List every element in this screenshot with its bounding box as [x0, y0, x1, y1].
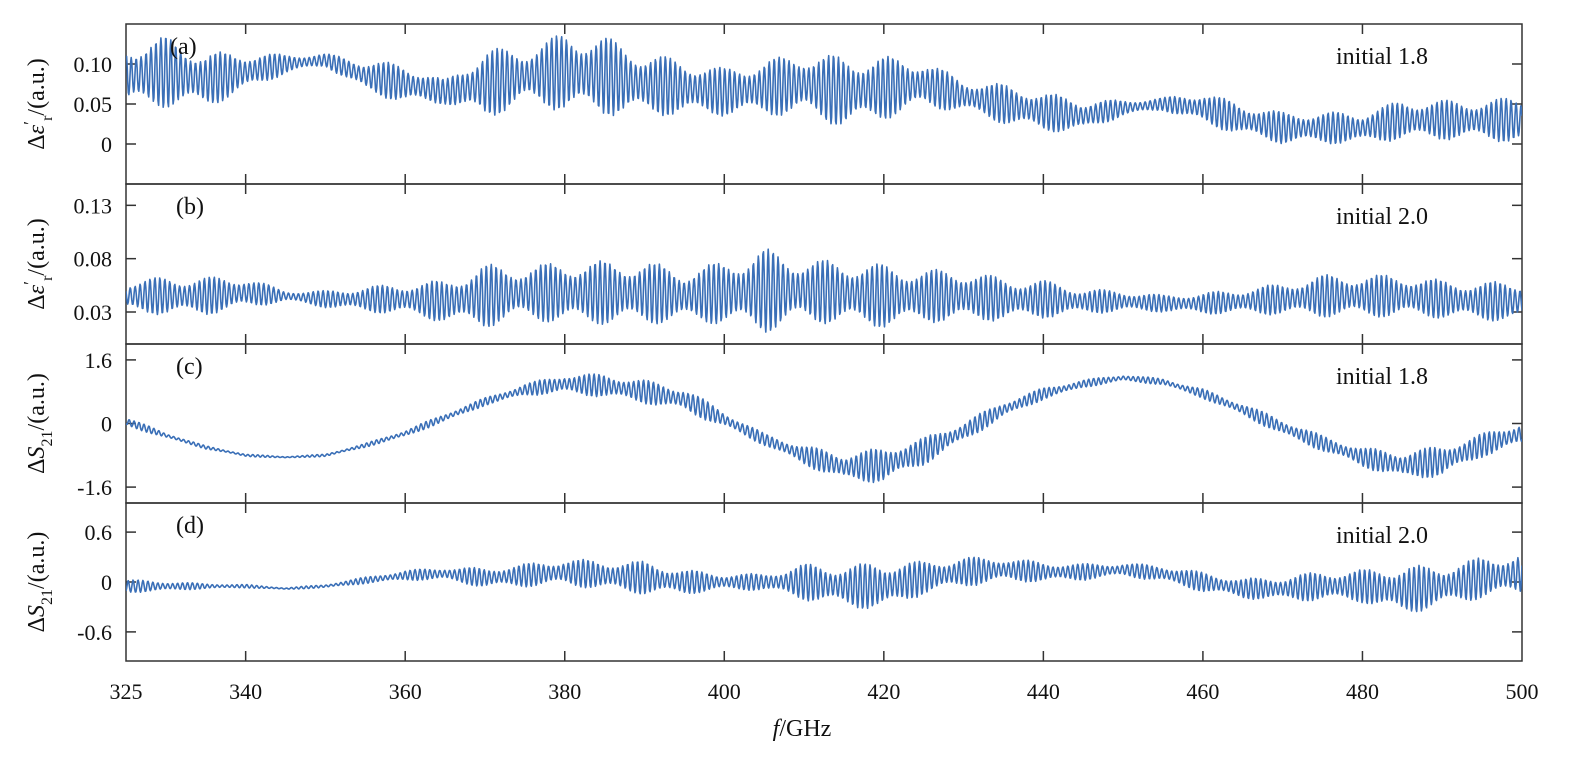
x-tick-label: 340 [229, 679, 262, 704]
y-label-symbol: ε [24, 124, 50, 134]
x-tick-label: 380 [548, 679, 581, 704]
y-label-subscript: 21 [39, 589, 56, 605]
y-tick-label: 0.08 [74, 247, 113, 272]
y-tick-label: 0.10 [74, 52, 113, 77]
y-label-subscript: 21 [39, 430, 56, 446]
y-tick-label: 0 [101, 412, 112, 437]
panel-label: (d) [176, 513, 204, 539]
panel-label: (a) [170, 34, 197, 60]
y-label-prefix: Δ [24, 617, 50, 632]
panel-b: 0.03 0.08 0.13 (b) initial 2.0 Δε′r/(a.u.) [20, 183, 1523, 345]
y-tick-label: -1.6 [77, 475, 112, 500]
y-tick-label: 0 [101, 570, 112, 595]
y-tick-label: 0 [101, 132, 112, 157]
y-label-subscript: r [39, 275, 56, 281]
y-label-prefix: Δ [24, 134, 50, 149]
panel-frame [125, 343, 1523, 504]
data-series-line [126, 35, 1522, 145]
panel-c: -1.6 0 1.6 (c) initial 1.8 ΔS21/(a.u.) [24, 343, 1523, 504]
y-axis-label: ΔS21/(a.u.) [24, 532, 56, 633]
panel-annotation: initial 2.0 [1336, 523, 1428, 549]
x-axis-label-symbol: f [773, 716, 783, 742]
y-tick-label: 0.6 [85, 520, 113, 545]
data-series-line [126, 373, 1522, 484]
y-axis-label: Δε′r/(a.u.) [20, 58, 56, 149]
y-axis-label: Δε′r/(a.u.) [20, 218, 56, 309]
x-tick-label: 460 [1186, 679, 1219, 704]
panel-a: 0 0.05 0.10 (a) initial 1.8 Δε′r/(a.u.) [20, 23, 1523, 185]
panel-frame [125, 183, 1523, 345]
y-label-prefix: Δ [24, 458, 50, 473]
y-label-symbol: S [24, 446, 50, 458]
y-label-symbol: ε [24, 284, 50, 294]
x-axis-label: f/GHz [773, 716, 832, 742]
x-tick-label: 325 [110, 679, 143, 704]
y-tick-label: -0.6 [77, 620, 112, 645]
x-tick-label: 480 [1346, 679, 1379, 704]
y-label-suffix: /(a.u.) [24, 373, 50, 430]
y-axis-label: ΔS21/(a.u.) [24, 373, 56, 474]
panel-d: -0.6 0 0.6 (d) initial 2.0 ΔS21/(a.u.) [24, 502, 1523, 662]
y-label-symbol: S [24, 605, 50, 617]
x-tick-label: 500 [1506, 679, 1539, 704]
y-tick-label: 1.6 [85, 348, 113, 373]
panel-label: (c) [176, 354, 203, 380]
panels: 00.050.10(a) initial 1.8Δε′r/(a.u.)0.030.… [20, 23, 1539, 704]
x-tick-label: 440 [1027, 679, 1060, 704]
y-tick-label: 0.13 [74, 193, 113, 218]
y-label-prime: ′ [20, 281, 40, 285]
y-label-subscript: r [39, 115, 56, 121]
data-series-line [126, 556, 1522, 613]
y-label-suffix: /(a.u.) [24, 58, 50, 115]
y-tick-label: 0.03 [74, 300, 113, 325]
panel-frame [125, 23, 1523, 185]
data-series-line [126, 248, 1522, 333]
panel-annotation: initial 1.8 [1336, 44, 1428, 70]
x-tick-label: 420 [867, 679, 900, 704]
panel-label: (b) [176, 194, 204, 220]
y-label-prefix: Δ [24, 294, 50, 309]
panel-annotation: initial 2.0 [1336, 204, 1428, 230]
y-label-suffix: /(a.u.) [24, 218, 50, 275]
y-label-suffix: /(a.u.) [24, 532, 50, 589]
y-tick-label: 0.05 [74, 92, 113, 117]
x-tick-label: 360 [389, 679, 422, 704]
y-label-prime: ′ [20, 121, 40, 125]
x-tick-label: 400 [708, 679, 741, 704]
panel-annotation: initial 1.8 [1336, 364, 1428, 390]
x-axis-label-unit: /GHz [779, 716, 831, 742]
